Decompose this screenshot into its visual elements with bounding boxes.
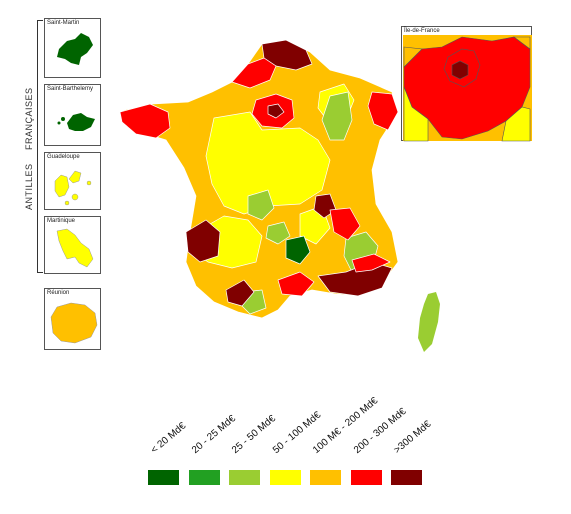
guadeloupe-shape xyxy=(54,170,92,206)
legend-swatch xyxy=(391,470,422,485)
corsica-shape xyxy=(418,292,440,352)
legend-swatch xyxy=(310,470,341,485)
reunion-shape xyxy=(50,302,98,344)
inset-martinique: Martinique xyxy=(44,216,101,274)
inset-saint-martin: Saint-Martin xyxy=(44,18,101,78)
inset-saint-martin-title: Saint-Martin xyxy=(47,20,80,26)
legend-swatch xyxy=(148,470,179,485)
antilles-bracket-bottom xyxy=(37,272,43,273)
legend-swatch xyxy=(188,470,220,485)
inset-reunion-title: Réunion xyxy=(47,290,70,296)
saint-martin-shape xyxy=(57,33,93,65)
ile-de-france-map xyxy=(403,35,532,142)
antilles-bracket xyxy=(37,20,38,272)
legend-swatch xyxy=(229,470,260,485)
legend-swatch xyxy=(269,470,301,485)
inset-ile-de-france: Île-de-France xyxy=(401,26,532,142)
inset-reunion: Réunion xyxy=(44,288,101,350)
inset-martinique-title: Martinique xyxy=(47,218,76,224)
inset-guadeloupe: Guadeloupe xyxy=(44,152,101,210)
legend-swatch xyxy=(350,470,382,485)
inset-saint-barthelemy: Saint-Barthelemy xyxy=(44,84,101,146)
inset-ile-de-france-title: Île-de-France xyxy=(404,28,440,34)
inset-saint-barthelemy-title: Saint-Barthelemy xyxy=(47,86,94,92)
martinique-shape xyxy=(56,228,94,268)
inset-guadeloupe-title: Guadeloupe xyxy=(47,154,80,160)
antilles-bracket-top xyxy=(37,20,43,21)
saint-barthelemy-shape xyxy=(57,113,95,131)
